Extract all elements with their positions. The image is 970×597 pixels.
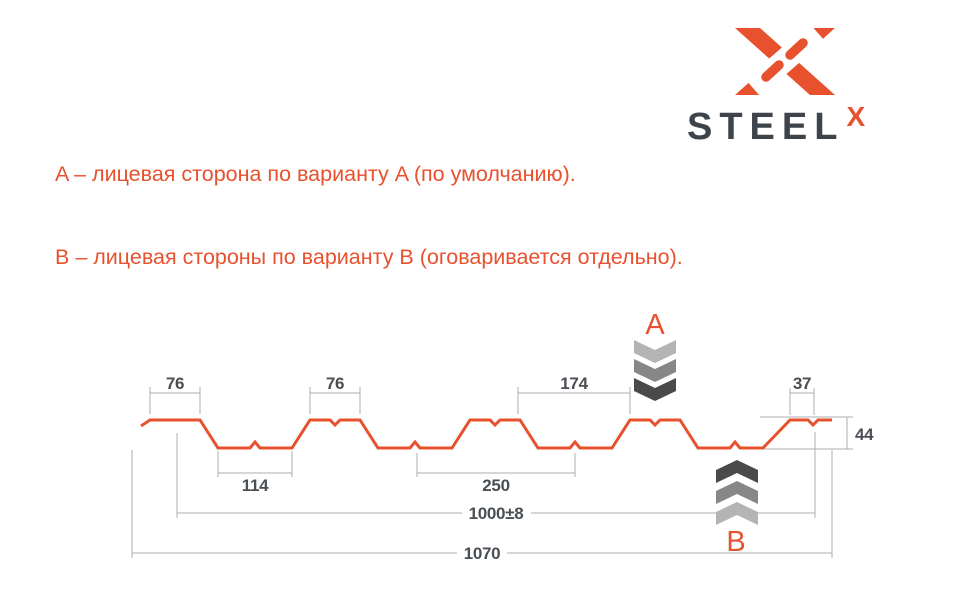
profile-diagram: 76 76 174 37 114 250 1000±8 1070 [131,309,874,563]
marker-a-chevrons [634,340,676,401]
dim-lines [176,432,816,518]
marker-a: A [634,309,676,401]
chevron-down-mid-icon [634,359,676,382]
dim-lines [131,450,833,558]
dim-overall-width: 1070 [131,450,833,563]
chevron-up-light-icon [716,502,758,525]
dim-lines [416,453,576,477]
dim-crest-width-1: 76 [149,374,201,414]
dim-lines [309,387,361,414]
dim-crest-width-2: 76 [309,374,361,414]
dim-trough-spacing: 250 [416,453,576,495]
logo-x-mark [735,24,835,96]
note-variant-a: A – лицевая сторона по варианту A (по ум… [55,162,576,186]
dim-label-edge-crest: 37 [793,374,811,393]
steelx-logo-icon [735,24,835,96]
dim-label-crest-width-1: 76 [166,374,184,393]
dim-label-crest-width-2: 76 [326,374,344,393]
note-variant-b: B – лицевая стороны по варианту B (огова… [55,245,683,269]
dim-label-crest-spacing: 174 [560,374,588,393]
dim-crest-spacing: 174 [517,374,631,414]
dim-label-trough-spacing: 250 [482,476,509,495]
dim-working-width: 1000±8 [176,432,816,523]
brand-name: STEEL [687,106,845,148]
brand-sup-x: X [846,101,866,132]
dim-lines [758,416,853,450]
profile-outline [140,418,832,450]
marker-b-chevrons [716,460,758,525]
chevron-down-dark-icon [634,378,676,401]
dim-profile-height: 44 [758,416,874,450]
dim-edge-crest: 37 [789,374,815,415]
marker-b: B [716,460,758,558]
dim-label-profile-height: 44 [855,425,874,444]
dim-lines [789,388,815,415]
dim-lines [517,387,631,414]
logo-center-stroke-1 [761,60,784,82]
chevron-up-dark-icon [716,460,758,483]
marker-b-label: B [726,526,745,558]
marker-a-label: A [645,309,665,341]
logo-center-stroke-2 [785,38,808,60]
dim-label-overall-width: 1070 [464,544,501,563]
dim-trough-width: 114 [217,451,293,495]
dim-lines [149,387,201,414]
brand-wordmark: STEELX [687,103,865,148]
dim-lines [217,451,293,477]
dim-label-working-width: 1000±8 [469,504,524,523]
chevron-up-mid-icon [716,481,758,504]
chevron-down-light-icon [634,340,676,363]
dim-label-trough-width: 114 [242,476,269,495]
